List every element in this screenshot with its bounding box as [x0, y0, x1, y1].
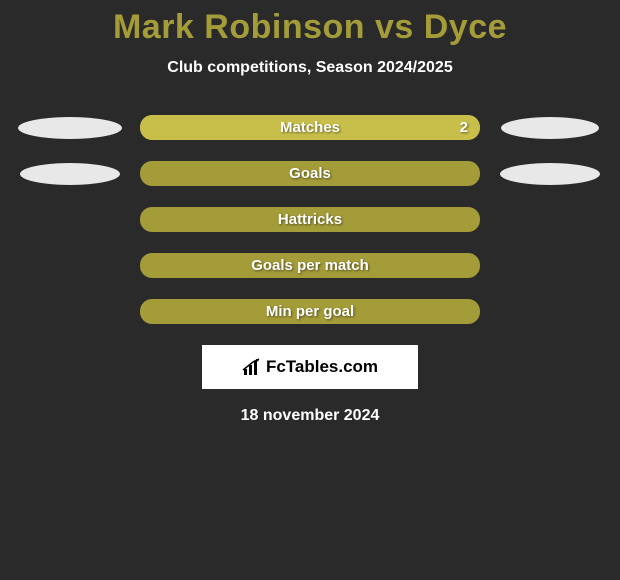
comparison-rows: Matches2 Goals Hattricks Goals per match Min…	[0, 115, 620, 324]
brand-chart-icon	[242, 357, 262, 377]
right-ellipse	[501, 117, 599, 139]
stat-row: Min per goal	[0, 299, 620, 324]
stat-bar: Hattricks	[140, 207, 480, 232]
stat-row: Hattricks	[0, 207, 620, 232]
stat-label: Hattricks	[140, 211, 480, 228]
brand-box: FcTables.com	[202, 345, 418, 389]
stat-bar: Goals	[140, 161, 480, 186]
page-title: Mark Robinson vs Dyce	[0, 0, 620, 47]
stat-row: Goals	[0, 161, 620, 186]
stat-value-right: 2	[460, 119, 468, 136]
stat-row: Goals per match	[0, 253, 620, 278]
right-side	[480, 117, 620, 139]
stat-bar: Matches2	[140, 115, 480, 140]
page-subtitle: Club competitions, Season 2024/2025	[0, 59, 620, 77]
brand-text: FcTables.com	[266, 357, 378, 377]
left-side	[0, 163, 140, 185]
stat-label: Matches	[140, 119, 480, 136]
stat-label: Goals per match	[140, 257, 480, 274]
stat-bar: Goals per match	[140, 253, 480, 278]
right-side	[480, 163, 620, 185]
left-ellipse	[18, 117, 122, 139]
stat-row: Matches2	[0, 115, 620, 140]
left-ellipse	[20, 163, 120, 185]
stat-bar: Min per goal	[140, 299, 480, 324]
stat-label: Min per goal	[140, 303, 480, 320]
right-ellipse	[500, 163, 600, 185]
left-side	[0, 117, 140, 139]
stat-label: Goals	[140, 165, 480, 182]
date-text: 18 november 2024	[0, 407, 620, 425]
